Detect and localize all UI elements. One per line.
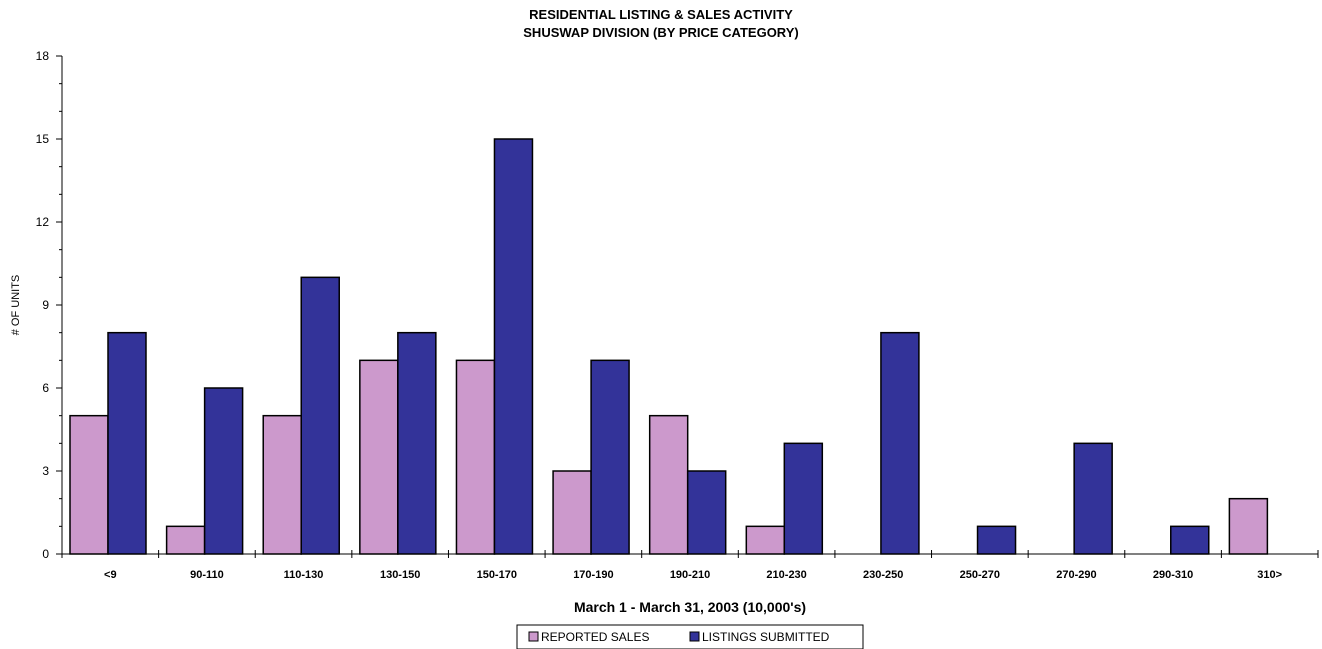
x-axis-ticks: <9 90-110 110-130 130-150 150-170 170-190 190-… [61, 550, 1319, 581]
bar-listings-submitted [976, 525, 1017, 555]
x-tick-label: 270-290 [1056, 569, 1096, 581]
x-tick-label: 150-170 [477, 569, 517, 581]
chart-title: RESIDENTIAL LISTING & SALES ACTIVITY [529, 7, 793, 22]
legend-label-listings-submitted: LISTINGS SUBMITTED [702, 630, 830, 644]
x-tick-label: <9 [104, 569, 117, 581]
y-tick-label: 9 [42, 298, 49, 312]
bar-listings-submitted [203, 387, 244, 555]
bar-listings-submitted [493, 138, 534, 555]
x-tick-label: 310> [1257, 569, 1282, 581]
y-axis-ticks: 0 3 6 9 12 15 18 [36, 49, 62, 561]
x-tick-label: 250-270 [960, 569, 1000, 581]
y-tick-label: 3 [42, 464, 49, 478]
x-axis-label: March 1 - March 31, 2003 (10,000's) [574, 599, 806, 615]
bars [69, 138, 1269, 555]
x-tick-label: 190-210 [670, 569, 710, 581]
bar-listings-submitted [300, 276, 340, 555]
y-tick-label: 12 [36, 215, 50, 229]
legend-label-reported-sales: REPORTED SALES [541, 630, 649, 644]
bar-reported-sales [262, 414, 302, 555]
x-tick-label: 110-130 [284, 569, 324, 581]
y-axis-label: # OF UNITS [10, 275, 22, 336]
x-tick-label: 170-190 [573, 569, 613, 581]
bar-reported-sales [69, 414, 109, 555]
bar-listings-submitted [880, 331, 920, 555]
bar-reported-sales [359, 359, 399, 555]
bar-reported-sales [552, 470, 592, 555]
bar-reported-sales [648, 414, 689, 555]
x-tick-label: 90-110 [190, 569, 224, 581]
bar-reported-sales [455, 359, 496, 555]
bar-reported-sales [745, 525, 786, 555]
x-tick-label: 230-250 [863, 569, 903, 581]
bar-reported-sales [165, 525, 206, 555]
x-tick-label: 210-230 [766, 569, 806, 581]
chart-subtitle: SHUSWAP DIVISION (BY PRICE CATEGORY) [523, 25, 798, 40]
x-tick-label: 130-150 [380, 569, 420, 581]
bar-listings-submitted [1170, 525, 1210, 555]
legend-swatch-reported-sales [528, 631, 539, 642]
legend-swatch-listings-submitted [689, 631, 700, 642]
legend: REPORTED SALES LISTINGS SUBMITTED [516, 624, 864, 649]
bar-listings-submitted [783, 442, 824, 555]
bar-listings-submitted [107, 331, 147, 555]
y-tick-label: 18 [36, 49, 50, 63]
y-tick-label: 15 [36, 132, 50, 146]
bar-listings-submitted [397, 331, 437, 555]
bar-listings-submitted [686, 470, 727, 555]
bar-reported-sales [1228, 497, 1269, 555]
y-tick-label: 0 [42, 547, 49, 561]
x-tick-label: 290-310 [1153, 569, 1193, 581]
bar-listings-submitted [1073, 442, 1113, 555]
y-tick-label: 6 [42, 381, 49, 395]
bar-listings-submitted [590, 359, 630, 555]
